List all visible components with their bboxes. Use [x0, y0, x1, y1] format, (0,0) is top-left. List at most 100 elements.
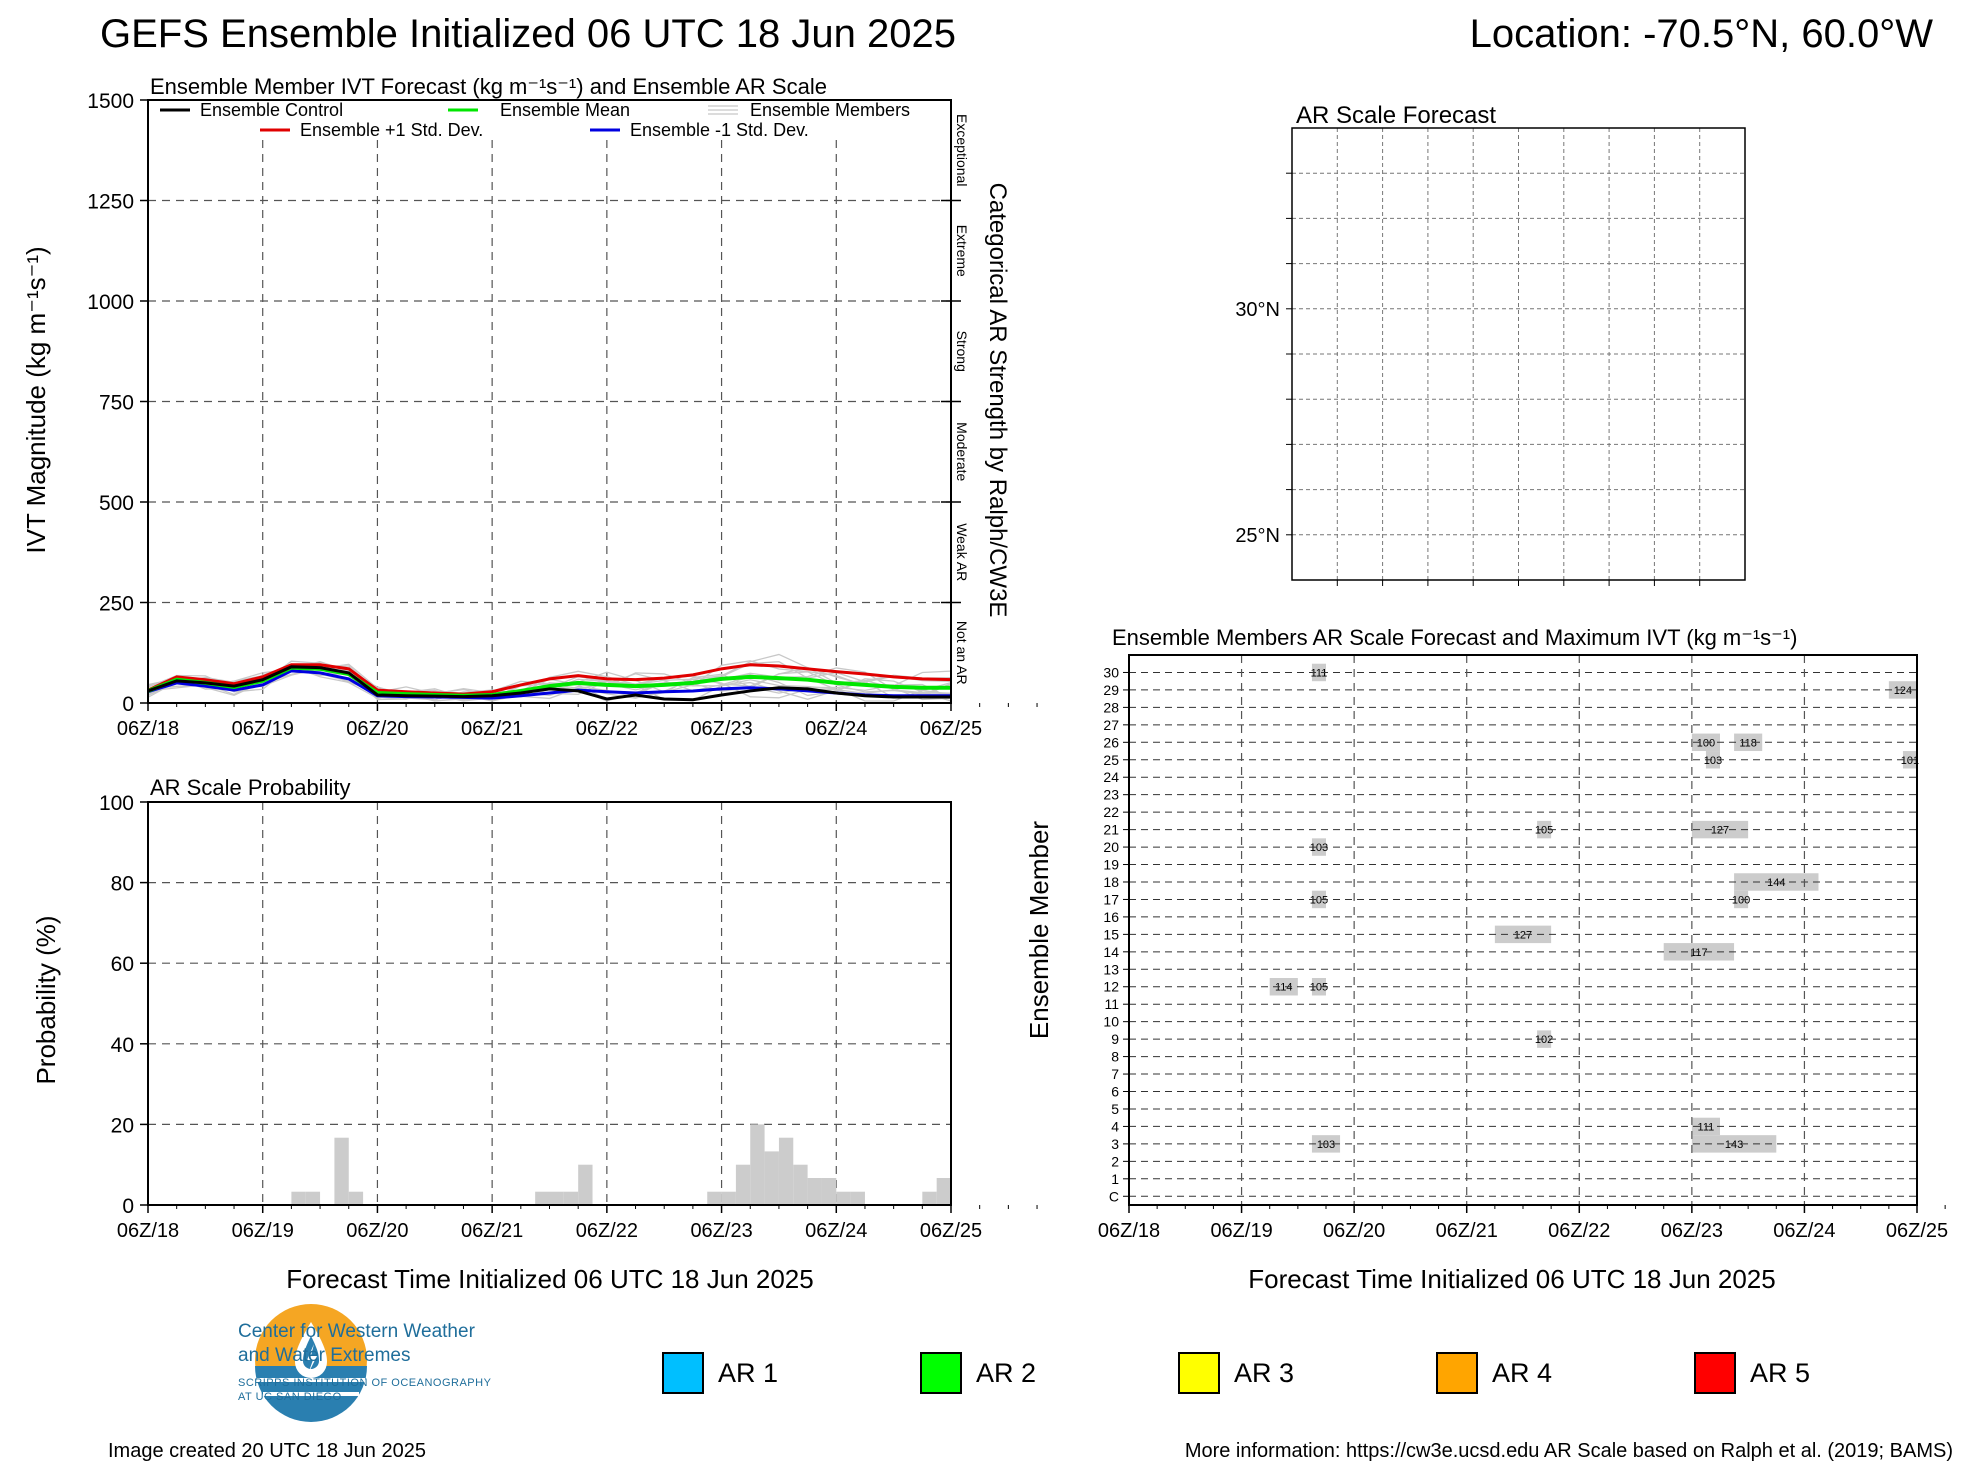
member-xtick-label: 06Z/21 — [1436, 1220, 1498, 1242]
member-ytick-label: 29 — [1103, 682, 1119, 698]
member-cell — [1269, 978, 1298, 996]
ivt-xtick-label: 06Z/18 — [117, 718, 179, 740]
prob-ytick-label: 80 — [111, 873, 134, 896]
ivt-ytick-label: 1000 — [87, 291, 134, 314]
member-ytick-label: 25 — [1103, 752, 1119, 768]
ivt-ytick-label: 750 — [99, 392, 134, 415]
probability-chart: 0 20 40 60 80 100 06Z/18 06Z/19 06Z/20 06Z/21 06Z/… — [31, 775, 1038, 1294]
ivt-category-label: Moderate — [954, 422, 970, 481]
prob-bar — [807, 1177, 822, 1205]
ivt-chart: Not an AR Weak AR Moderate Strong Extreme Exc… — [21, 74, 1038, 740]
prob-bar — [305, 1191, 321, 1205]
ivt-title: Ensemble Member IVT Forecast (kg m⁻¹s⁻¹)… — [150, 74, 827, 99]
ivt-legend-label: Ensemble +1 Std. Dev. — [300, 120, 483, 140]
member-xtick-label: 06Z/23 — [1661, 1220, 1723, 1242]
prob-bar — [778, 1137, 794, 1205]
prob-ytick-label: 60 — [111, 953, 134, 976]
ivt-xtick-label: 06Z/19 — [232, 718, 294, 740]
prob-xtick-label: 06Z/18 — [117, 1220, 179, 1242]
member-cell-label: 118 — [1739, 737, 1757, 749]
member-cell-label: 103 — [1317, 1139, 1335, 1151]
ar4-swatch — [1436, 1352, 1478, 1394]
ivt-series-0 — [147, 665, 951, 702]
ivt-xtick-label: 06Z/23 — [690, 718, 752, 740]
logo-line4: AT UC SAN DIEGO — [238, 1391, 342, 1403]
member-xtick-label: 06Z/22 — [1548, 1220, 1610, 1242]
member-ytick-label: 10 — [1103, 1014, 1119, 1030]
ivt-ylabel-right: Categorical AR Strength by Ralph/CW3E — [984, 183, 1011, 618]
member-ytick-label: 7 — [1111, 1066, 1119, 1082]
logo-line2: and Water Extremes — [238, 1345, 411, 1366]
member-cell-label: 127 — [1711, 825, 1729, 837]
member-cell — [1311, 890, 1326, 909]
member-ytick-label: 23 — [1103, 787, 1119, 803]
prob-xtick-label: 06Z/23 — [690, 1220, 752, 1242]
ivt-category-label: Strong — [954, 331, 970, 372]
prob-xtick-label: 06Z/19 — [232, 1220, 294, 1242]
ar1-label: AR 1 — [718, 1357, 779, 1388]
map-chart: 30°N 25°N AR Scale Forecast — [1235, 102, 1746, 586]
prob-bar — [707, 1191, 722, 1205]
prob-xtick-label: 06Z/24 — [805, 1220, 867, 1242]
member-cell-label: 111 — [1698, 1121, 1715, 1133]
member-cell-label: 143 — [1725, 1139, 1743, 1151]
ar5-swatch — [1694, 1352, 1736, 1394]
logo-subtitle: SCRIPPS INSTITUTION OF OCEANOGRAPHY AT U… — [238, 1376, 491, 1404]
prob-bar — [821, 1177, 837, 1205]
member-cell — [1311, 663, 1326, 682]
prob-frame — [147, 801, 952, 1206]
map-lat-label: 25°N — [1235, 525, 1280, 547]
member-cell-label: 105 — [1310, 894, 1328, 906]
member-cell — [1537, 1030, 1552, 1048]
member-ytick-label: 5 — [1111, 1101, 1119, 1117]
prob-ylabel: Probability (%) — [31, 915, 61, 1084]
prob-bar — [334, 1137, 349, 1205]
logo-line3: SCRIPPS INSTITUTION OF OCEANOGRAPHY — [238, 1377, 492, 1389]
member-ytick-label: 12 — [1103, 979, 1119, 995]
ivt-xtick-label: 06Z/24 — [805, 718, 867, 740]
members-xlabel: Forecast Time Initialized 06 UTC 18 Jun … — [1248, 1264, 1775, 1294]
member-xtick-label: 06Z/24 — [1773, 1220, 1835, 1242]
ivt-xtick-label: 06Z/20 — [346, 718, 408, 740]
member-ytick-label: C — [1109, 1188, 1119, 1204]
legend-ar1: AR 1 — [662, 1352, 778, 1394]
member-cell-label: 101 — [1901, 755, 1919, 767]
prob-bar — [291, 1191, 306, 1205]
member-ytick-label: 19 — [1103, 857, 1119, 873]
member-cell-label: 144 — [1767, 877, 1785, 889]
prob-bar — [750, 1124, 765, 1205]
member-cell — [1537, 820, 1552, 839]
prob-bar — [850, 1191, 865, 1205]
prob-ytick-label: 20 — [111, 1114, 134, 1137]
ivt-legend-label: Ensemble Members — [750, 100, 910, 120]
member-ytick-label: 15 — [1103, 926, 1119, 942]
ar3-swatch — [1178, 1352, 1220, 1394]
prob-ytick-label: 100 — [99, 792, 134, 815]
logo-title: Center for Western Weather and Water Ext… — [238, 1320, 475, 1368]
prob-bar — [735, 1164, 751, 1205]
member-cell — [1494, 925, 1552, 944]
ar3-label: AR 3 — [1234, 1357, 1295, 1388]
ivt-ylabel: IVT Magnitude (kg m⁻¹s⁻¹) — [21, 246, 51, 553]
prob-xlabel: Forecast Time Initialized 06 UTC 18 Jun … — [286, 1264, 813, 1294]
member-ytick-label: 2 — [1111, 1153, 1119, 1169]
more-info: More information: https://cw3e.ucsd.edu … — [1184, 1440, 1953, 1462]
prob-bar — [563, 1191, 579, 1205]
member-ytick-label: 1 — [1111, 1171, 1119, 1187]
member-ytick-label: 20 — [1103, 839, 1119, 855]
logo-line1: Center for Western Weather — [238, 1321, 475, 1342]
member-ytick-label: 3 — [1111, 1136, 1119, 1152]
member-cell-label: 111 — [1311, 667, 1328, 679]
member-ytick-label: 26 — [1103, 734, 1119, 750]
member-cell-label: 124 — [1894, 685, 1912, 697]
member-ytick-label: 16 — [1103, 909, 1119, 925]
member-cell-label: 103 — [1704, 755, 1722, 767]
legend-ar4: AR 4 — [1436, 1352, 1552, 1394]
ivt-category-label: Exceptional — [954, 114, 970, 186]
member-ytick-label: 28 — [1103, 699, 1119, 715]
prob-bar — [535, 1191, 550, 1205]
legend-ar5: AR 5 — [1694, 1352, 1810, 1394]
member-ytick-label: 8 — [1111, 1049, 1119, 1065]
prob-bar — [793, 1164, 808, 1205]
